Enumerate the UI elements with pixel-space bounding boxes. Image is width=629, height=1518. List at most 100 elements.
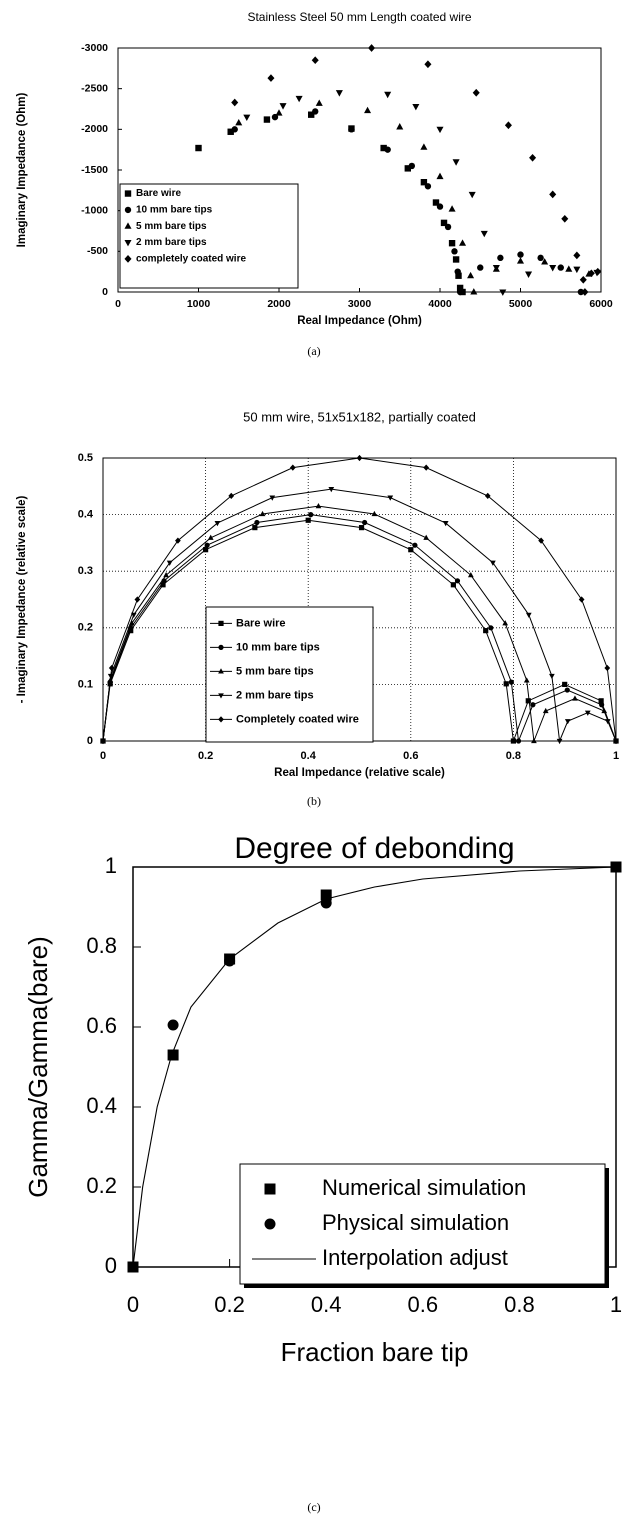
data-point xyxy=(396,123,404,130)
data-point xyxy=(531,737,537,744)
y-tick-label: 0 xyxy=(105,1253,117,1278)
data-point xyxy=(579,275,587,284)
y-axis-label: - Imaginary Impedance (relative scale) xyxy=(16,495,28,703)
caption: (a) xyxy=(307,344,320,358)
data-point xyxy=(252,525,258,531)
x-tick-label: 0 xyxy=(127,1292,139,1317)
data-point xyxy=(490,560,496,566)
y-tick-label: 0 xyxy=(87,735,93,747)
x-tick-label: 1 xyxy=(610,1292,622,1317)
legend-label: Completely coated wire xyxy=(236,713,359,725)
data-point xyxy=(308,511,314,518)
legend-marker xyxy=(218,716,224,723)
data-point xyxy=(436,172,444,180)
legend-marker xyxy=(264,1218,276,1230)
data-point xyxy=(564,719,571,725)
data-point xyxy=(408,162,416,170)
y-tick-label: 0 xyxy=(102,286,108,298)
x-axis-label: Real Impedance (Ohm) xyxy=(297,315,422,327)
chart-title: Degree of debonding xyxy=(234,832,514,865)
x-tick-label: 0.6 xyxy=(408,1292,439,1317)
data-point xyxy=(432,199,440,206)
data-point xyxy=(472,88,480,97)
legend-label: 5 mm bare tips xyxy=(136,221,207,232)
legend-label: 2 mm bare tips xyxy=(136,237,207,248)
legend-marker xyxy=(124,255,132,263)
x-tick-label: 0.4 xyxy=(311,1292,342,1317)
legend-marker xyxy=(264,1183,276,1195)
data-point xyxy=(484,492,491,500)
data-point xyxy=(166,560,173,566)
data-point xyxy=(510,738,516,744)
legend-label: Physical simulation xyxy=(322,1210,509,1235)
legend-label: Bare wire xyxy=(236,617,286,629)
data-point xyxy=(412,542,418,548)
data-point xyxy=(423,464,430,471)
data-point xyxy=(601,707,608,714)
data-point xyxy=(537,254,544,262)
plot-frame xyxy=(117,47,602,293)
data-point xyxy=(254,519,260,526)
x-tick-label: 1000 xyxy=(187,298,211,310)
x-tick-label: 0.2 xyxy=(198,750,213,762)
data-point xyxy=(573,266,581,274)
data-point xyxy=(440,219,448,227)
x-axis-label: Fraction bare tip xyxy=(281,1337,469,1367)
x-tick-label: 2000 xyxy=(267,298,291,310)
y-tick-label: -1500 xyxy=(81,164,108,176)
data-point xyxy=(561,214,569,223)
data-point xyxy=(604,719,611,725)
x-tick-label: 1 xyxy=(613,750,619,762)
legend-marker xyxy=(218,620,224,626)
x-tick-label: 0.8 xyxy=(504,1292,535,1317)
data-point xyxy=(228,492,235,500)
data-point xyxy=(525,271,533,278)
data-point xyxy=(542,707,549,714)
data-point xyxy=(598,698,604,704)
legend-label: Numerical simulation xyxy=(322,1175,526,1200)
legend-marker xyxy=(218,693,224,699)
data-point xyxy=(564,687,570,693)
y-tick-label: -2000 xyxy=(81,123,108,135)
y-tick-label: -500 xyxy=(87,245,108,257)
legend-label: Bare wire xyxy=(136,188,181,199)
data-point xyxy=(450,582,456,588)
data-point xyxy=(231,126,238,133)
data-point xyxy=(368,44,376,52)
data-point xyxy=(578,596,585,603)
data-point xyxy=(362,519,368,526)
x-tick-label: 4000 xyxy=(428,298,452,310)
data-point xyxy=(523,677,530,683)
data-point xyxy=(497,254,504,262)
data-point xyxy=(503,681,509,687)
data-point xyxy=(175,537,181,544)
data-point xyxy=(167,1019,179,1031)
legend-label: 10 mm bare tips xyxy=(236,641,320,653)
data-point xyxy=(320,889,332,901)
data-point xyxy=(525,612,532,618)
chart-title: Stainless Steel 50 mm Length coated wire xyxy=(247,10,471,24)
data-point xyxy=(502,620,509,626)
legend-label: 5 mm bare tips xyxy=(236,665,314,677)
x-tick-label: 0.8 xyxy=(506,750,521,762)
data-point xyxy=(483,628,489,634)
legend-marker xyxy=(124,206,132,214)
y-tick-label: -2500 xyxy=(81,82,108,94)
data-point xyxy=(295,95,303,103)
data-point xyxy=(312,108,319,115)
legend-marker xyxy=(124,240,132,247)
legend-marker xyxy=(218,644,224,650)
legend-label: completely coated wire xyxy=(136,254,246,265)
data-point xyxy=(214,521,221,527)
data-point xyxy=(163,572,169,578)
data-point xyxy=(207,534,214,540)
data-point xyxy=(530,702,536,708)
legend-box xyxy=(239,1163,606,1285)
y-tick-label: 0.2 xyxy=(86,1173,117,1198)
y-tick-label: -1000 xyxy=(81,204,108,216)
data-point xyxy=(451,248,458,255)
series-line xyxy=(132,866,617,1268)
data-point xyxy=(480,230,488,238)
data-point xyxy=(516,257,525,264)
x-tick-label: 0.4 xyxy=(301,750,317,762)
